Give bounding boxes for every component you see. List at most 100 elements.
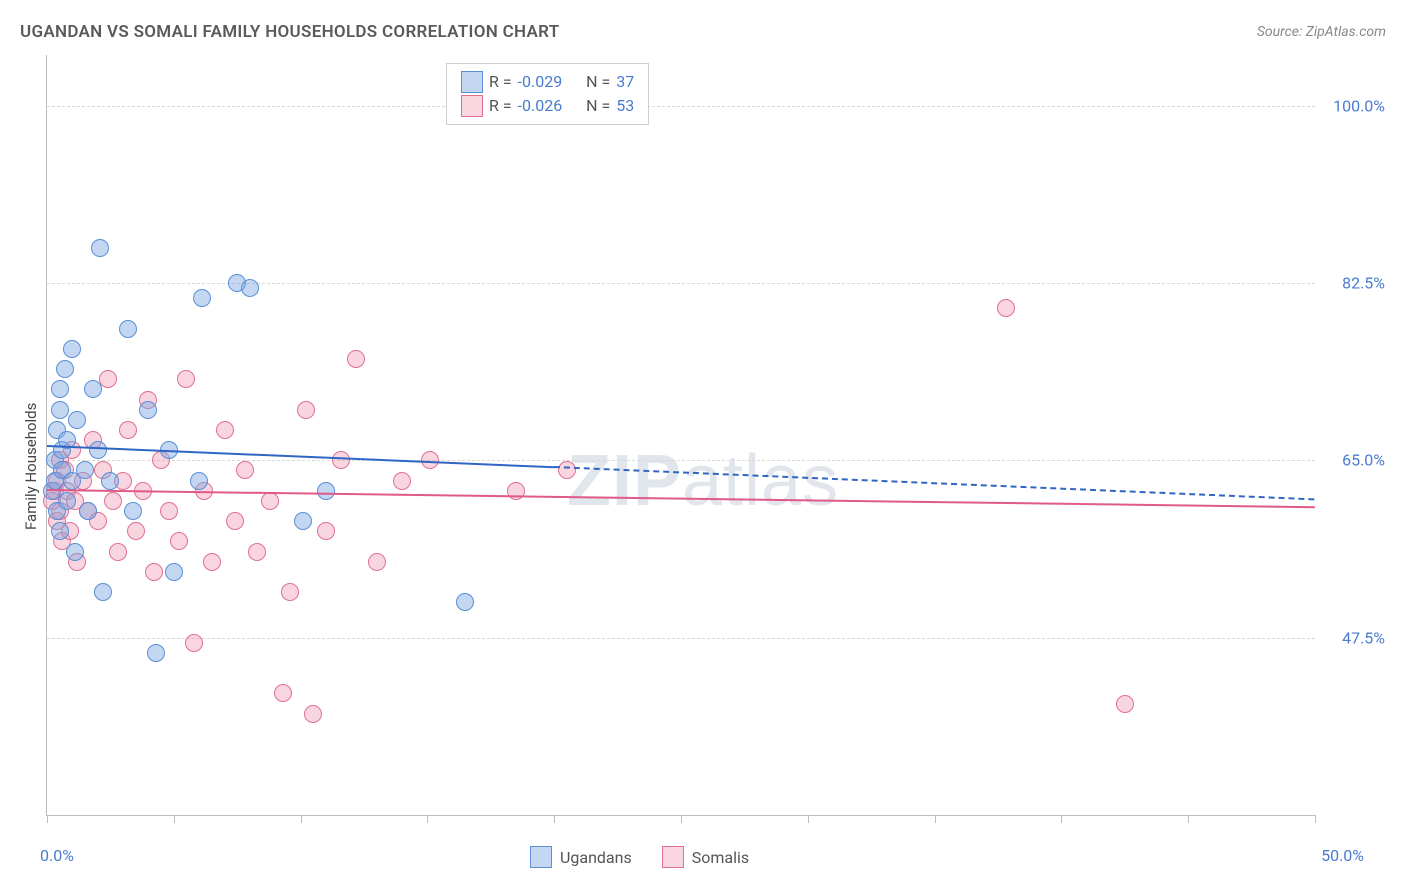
somalis-point	[304, 705, 322, 723]
y-tick-label: 47.5%	[1325, 628, 1385, 647]
somalis-point	[236, 461, 254, 479]
ugandans-point	[58, 492, 76, 510]
y-tick-label: 82.5%	[1325, 274, 1385, 293]
ugandans-point	[89, 441, 107, 459]
somalis-point	[109, 543, 127, 561]
somalis-point	[216, 421, 234, 439]
y-axis-title: Family Households	[22, 403, 40, 530]
somalis-point	[281, 583, 299, 601]
somalis-point	[332, 451, 350, 469]
somalis-point	[297, 401, 315, 419]
x-tick	[301, 815, 302, 823]
ugandans-point	[119, 320, 137, 338]
ugandans-point	[76, 461, 94, 479]
legend-swatch	[662, 846, 684, 868]
x-axis-max-label: 50.0%	[1321, 846, 1364, 865]
ugandans-point	[147, 644, 165, 662]
somalis-point	[160, 502, 178, 520]
legend-r-label: R =	[489, 70, 512, 94]
chart-title: UGANDAN VS SOMALI FAMILY HOUSEHOLDS CORR…	[20, 22, 559, 42]
correlation-legend: R = -0.029 N = 37 R = -0.026 N = 53	[446, 63, 649, 125]
ugandans-point	[193, 289, 211, 307]
series-legend: Ugandans Somalis	[530, 846, 749, 868]
somalis-point	[145, 563, 163, 581]
legend-swatch	[461, 71, 483, 93]
ugandans-point	[84, 380, 102, 398]
somalis-point	[261, 492, 279, 510]
ugandans-point	[94, 583, 112, 601]
legend-swatch	[530, 846, 552, 868]
ugandans-point	[241, 279, 259, 297]
legend-row: R = -0.026 N = 53	[461, 94, 634, 118]
somalis-point	[127, 522, 145, 540]
somalis-point	[104, 492, 122, 510]
trend-line	[47, 445, 554, 468]
x-tick	[1188, 815, 1189, 823]
somalis-point	[347, 350, 365, 368]
y-tick-label: 100.0%	[1325, 96, 1385, 115]
source-attribution: Source: ZipAtlas.com	[1257, 24, 1386, 40]
x-tick	[47, 815, 48, 823]
ugandans-point	[68, 411, 86, 429]
x-tick	[681, 815, 682, 823]
legend-n-value: 53	[616, 94, 634, 118]
somalis-point	[203, 553, 221, 571]
somalis-point	[170, 532, 188, 550]
ugandans-point	[66, 543, 84, 561]
gridline	[47, 638, 1315, 639]
bottom-legend-item: Ugandans	[530, 846, 632, 868]
somalis-point	[119, 421, 137, 439]
ugandans-point	[190, 472, 208, 490]
ugandans-point	[51, 401, 69, 419]
x-tick	[935, 815, 936, 823]
ugandans-point	[63, 340, 81, 358]
somalis-point	[226, 512, 244, 530]
gridline	[47, 106, 1315, 107]
ugandans-point	[165, 563, 183, 581]
legend-n-label: N =	[586, 94, 610, 118]
ugandans-point	[101, 472, 119, 490]
x-tick	[174, 815, 175, 823]
ugandans-point	[56, 360, 74, 378]
somalis-point	[558, 461, 576, 479]
legend-label: Ugandans	[560, 848, 632, 867]
somalis-point	[248, 543, 266, 561]
x-tick	[808, 815, 809, 823]
gridline	[47, 460, 1315, 461]
somalis-point	[997, 299, 1015, 317]
x-tick	[1061, 815, 1062, 823]
ugandans-point	[91, 239, 109, 257]
legend-row: R = -0.029 N = 37	[461, 70, 634, 94]
somalis-point	[274, 684, 292, 702]
x-tick	[554, 815, 555, 823]
ugandans-point	[456, 593, 474, 611]
legend-r-value: -0.029	[518, 70, 563, 94]
legend-label: Somalis	[692, 848, 749, 867]
somalis-point	[99, 370, 117, 388]
x-tick	[1315, 815, 1316, 823]
x-axis-min-label: 0.0%	[40, 846, 74, 865]
ugandans-point	[294, 512, 312, 530]
legend-n-value: 37	[616, 70, 634, 94]
watermark: ZIPatlas	[567, 440, 839, 522]
somalis-point	[317, 522, 335, 540]
ugandans-point	[79, 502, 97, 520]
y-tick-label: 65.0%	[1325, 451, 1385, 470]
somalis-point	[185, 634, 203, 652]
ugandans-point	[317, 482, 335, 500]
ugandans-point	[51, 522, 69, 540]
ugandans-point	[51, 380, 69, 398]
ugandans-point	[124, 502, 142, 520]
scatter-plot-area: ZIPatlas 47.5%65.0%82.5%100.0%	[46, 55, 1315, 816]
somalis-point	[1116, 695, 1134, 713]
ugandans-point	[139, 401, 157, 419]
legend-r-label: R =	[489, 94, 512, 118]
bottom-legend-item: Somalis	[662, 846, 749, 868]
somalis-point	[368, 553, 386, 571]
legend-n-label: N =	[586, 70, 610, 94]
x-tick	[427, 815, 428, 823]
legend-r-value: -0.026	[518, 94, 563, 118]
somalis-point	[177, 370, 195, 388]
somalis-point	[393, 472, 411, 490]
legend-swatch	[461, 95, 483, 117]
